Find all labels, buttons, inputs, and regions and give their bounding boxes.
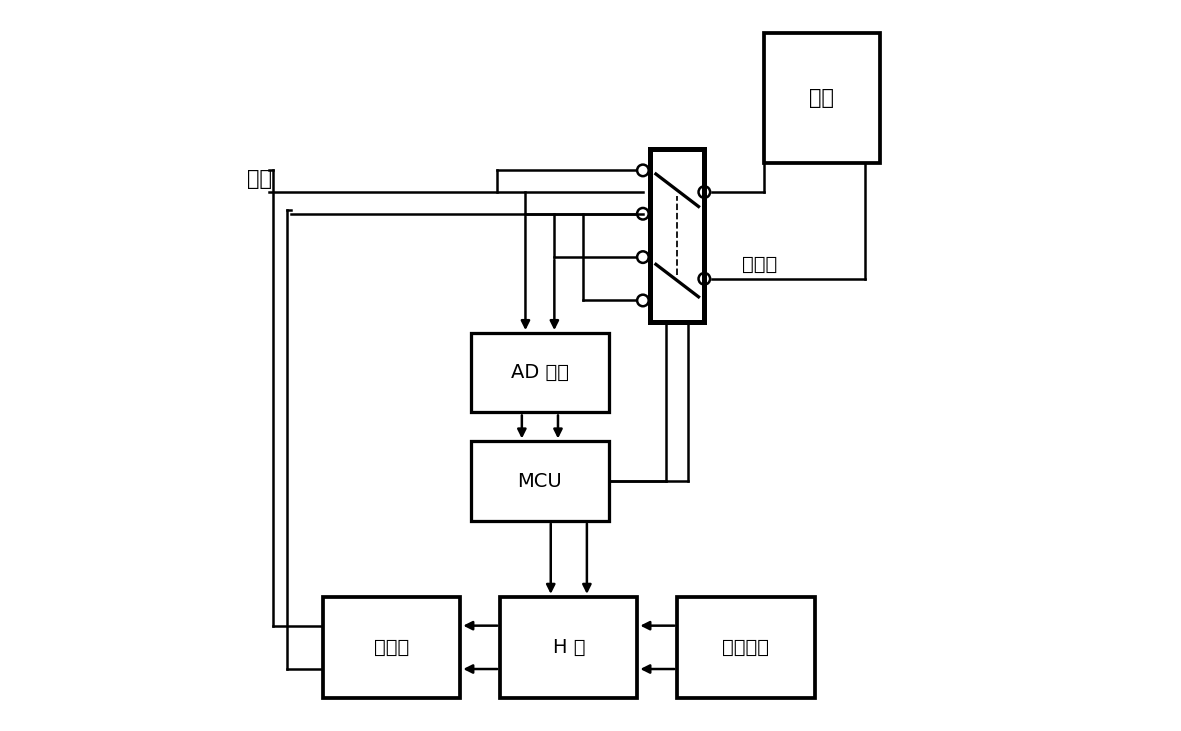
Bar bbox=[324, 596, 461, 698]
Text: 变压器: 变压器 bbox=[374, 638, 410, 657]
Bar bbox=[764, 33, 880, 163]
Text: 负载: 负载 bbox=[809, 88, 834, 108]
Text: H 桥: H 桥 bbox=[553, 638, 585, 657]
Text: 直流母线: 直流母线 bbox=[723, 638, 769, 657]
Bar bbox=[471, 333, 608, 412]
Bar bbox=[501, 596, 638, 698]
Bar bbox=[471, 442, 608, 521]
Bar bbox=[677, 596, 815, 698]
Text: 电网: 电网 bbox=[247, 169, 273, 189]
Text: AD 采样: AD 采样 bbox=[511, 363, 569, 382]
Text: 继电器: 继电器 bbox=[743, 255, 777, 274]
Text: MCU: MCU bbox=[517, 471, 562, 491]
Bar bbox=[650, 148, 704, 322]
